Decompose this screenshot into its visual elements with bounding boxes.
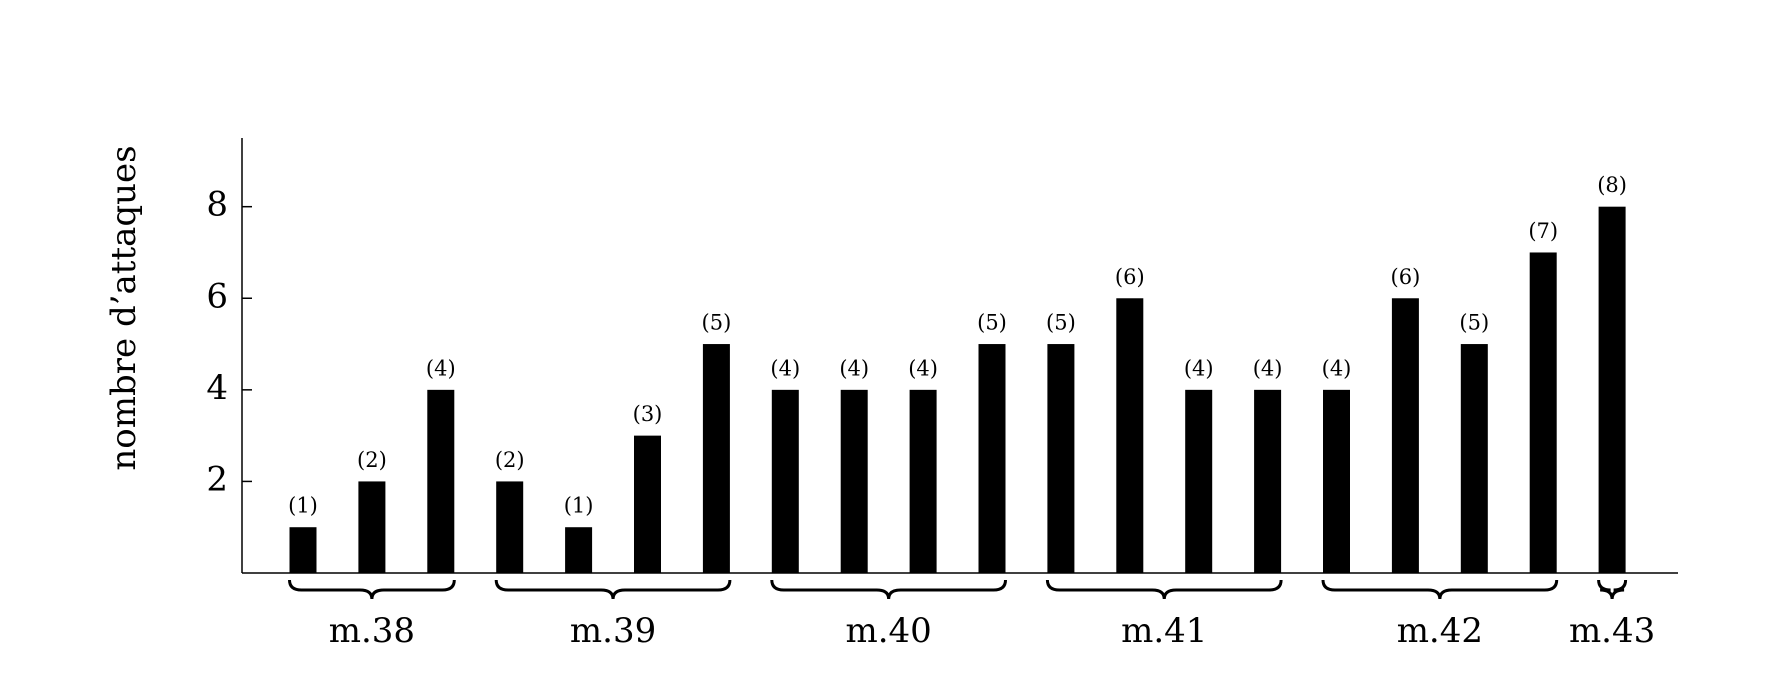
bar bbox=[1323, 389, 1350, 573]
value-label: (4) bbox=[1253, 356, 1283, 380]
value-label: (6) bbox=[1391, 265, 1421, 289]
value-label: (4) bbox=[426, 356, 456, 380]
bar bbox=[978, 344, 1006, 573]
group-label: m.42 bbox=[1397, 611, 1483, 651]
bar bbox=[634, 435, 661, 573]
group-brace bbox=[1597, 579, 1628, 600]
group-brace bbox=[1045, 579, 1283, 600]
group-label: m.39 bbox=[570, 611, 656, 651]
bar bbox=[1185, 389, 1213, 573]
group-label: m.40 bbox=[845, 611, 931, 651]
bar bbox=[702, 344, 730, 573]
value-label: (5) bbox=[1046, 311, 1076, 335]
value-label: (4) bbox=[908, 356, 938, 380]
bar bbox=[1460, 344, 1488, 573]
value-label: (8) bbox=[1597, 173, 1627, 197]
bar bbox=[427, 389, 455, 573]
value-label: (4) bbox=[1184, 356, 1214, 380]
y-tick-label: 8 bbox=[206, 185, 228, 225]
y-tick-label: 2 bbox=[206, 459, 228, 499]
bar bbox=[1254, 389, 1282, 573]
group-label: m.43 bbox=[1569, 611, 1655, 651]
bar bbox=[1598, 206, 1626, 573]
bar bbox=[1391, 298, 1419, 573]
bar bbox=[358, 481, 386, 573]
y-tick-label: 6 bbox=[206, 276, 228, 316]
value-label: (5) bbox=[702, 311, 732, 335]
bar bbox=[1529, 252, 1557, 573]
bar bbox=[771, 389, 799, 573]
value-label: (4) bbox=[1322, 356, 1352, 380]
value-label: (5) bbox=[1459, 311, 1489, 335]
bar bbox=[565, 527, 593, 573]
value-label: (4) bbox=[839, 356, 869, 380]
bar bbox=[1047, 344, 1075, 573]
bar bbox=[1116, 298, 1144, 573]
value-label: (1) bbox=[288, 494, 318, 518]
group-brace bbox=[1321, 579, 1559, 600]
group-label: m.41 bbox=[1121, 611, 1207, 651]
bar bbox=[496, 481, 524, 573]
value-label: (7) bbox=[1528, 219, 1558, 243]
bar bbox=[840, 389, 868, 573]
y-axis-label: nombre d’attaques bbox=[104, 145, 144, 470]
group-label: m.38 bbox=[329, 611, 415, 651]
bar bbox=[289, 527, 317, 573]
value-label: (2) bbox=[357, 448, 387, 472]
value-label: (5) bbox=[977, 311, 1007, 335]
value-label: (6) bbox=[1115, 265, 1145, 289]
group-brace bbox=[494, 579, 732, 600]
group-brace bbox=[770, 579, 1007, 600]
group-brace bbox=[288, 579, 456, 600]
value-label: (4) bbox=[770, 356, 800, 380]
bar bbox=[909, 389, 937, 573]
value-label: (1) bbox=[564, 494, 594, 518]
y-tick-label: 4 bbox=[206, 368, 228, 408]
value-label: (2) bbox=[495, 448, 525, 472]
value-label: (3) bbox=[633, 402, 663, 426]
